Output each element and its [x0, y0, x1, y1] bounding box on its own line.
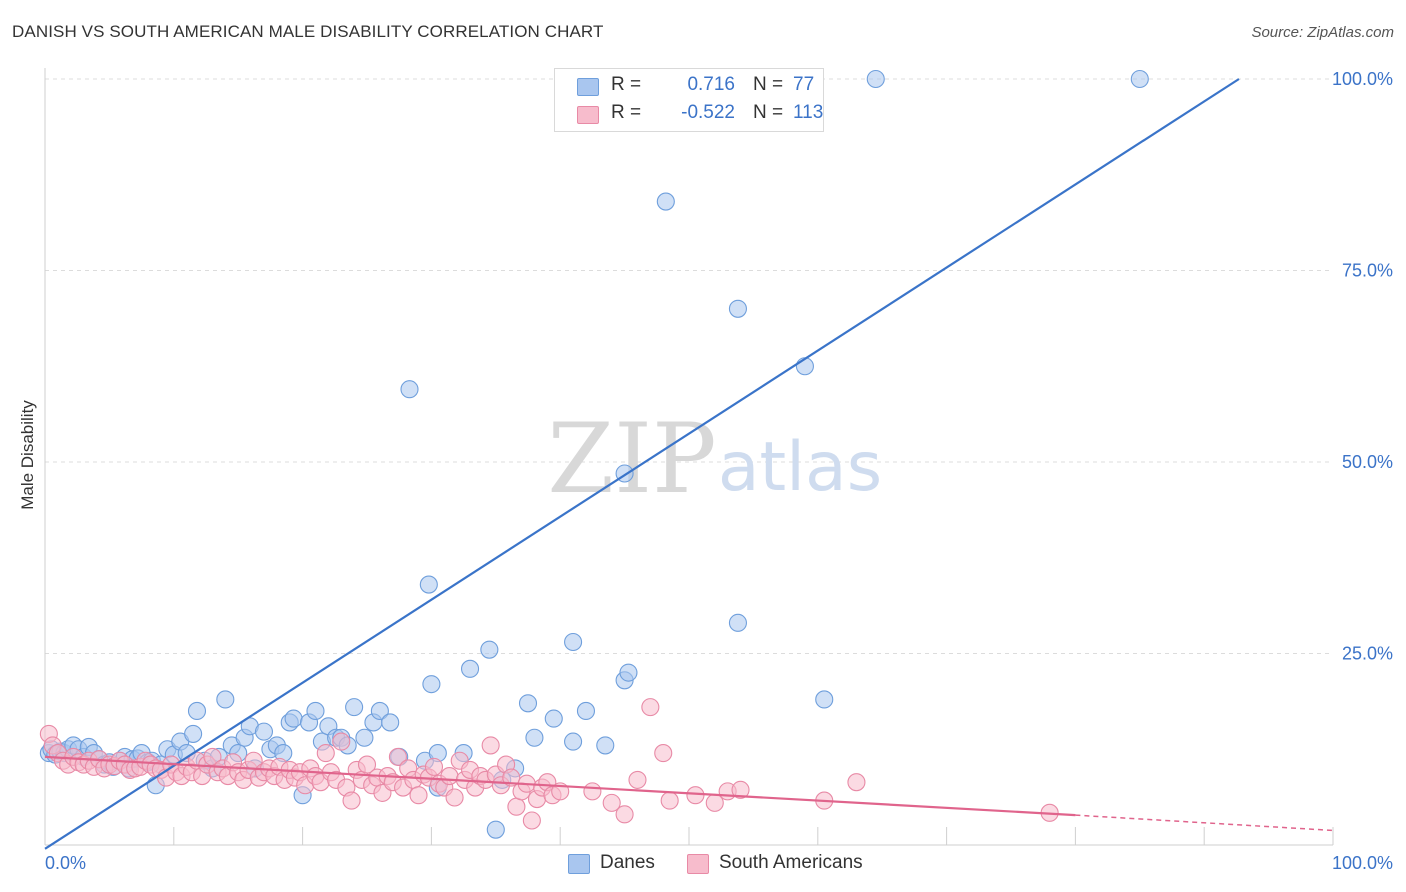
data-point [518, 694, 538, 713]
r-label: R = [611, 102, 642, 123]
data-point [342, 791, 361, 810]
data-point [440, 767, 459, 786]
data-point [184, 724, 203, 743]
data-point [445, 788, 464, 807]
data-point [544, 709, 563, 728]
y-tick-label: 100.0% [1332, 69, 1393, 89]
data-point [400, 380, 419, 399]
data-point [615, 805, 634, 824]
data-point [481, 736, 500, 755]
data-point [254, 722, 274, 741]
data-point [370, 701, 389, 721]
data-point [306, 701, 325, 721]
correlation-legend: R = 0.716 N = 77 R = -0.522 N = 113 [554, 68, 824, 132]
data-point [522, 811, 541, 830]
data-point [284, 709, 303, 728]
watermark-atlas: atlas [718, 428, 882, 507]
axes [44, 68, 1334, 846]
data-point [564, 632, 583, 652]
n-label: N = [753, 102, 784, 123]
data-point [460, 659, 480, 678]
data-point [381, 713, 400, 732]
data-point [388, 747, 407, 766]
data-point [525, 728, 544, 747]
series-south-americans [39, 698, 1059, 830]
data-point [866, 69, 885, 89]
x-tick-label: 100.0% [1332, 853, 1393, 873]
data-point [583, 782, 602, 801]
y-tick-label: 50.0% [1342, 452, 1393, 472]
x-tick-label: 0.0% [45, 853, 86, 873]
data-point [728, 613, 747, 632]
data-point [424, 757, 444, 776]
data-point [216, 690, 235, 709]
r-value: -0.522 [681, 102, 735, 123]
data-point [480, 640, 499, 659]
data-point [316, 744, 335, 763]
south-americans-swatch [687, 854, 709, 874]
data-point [355, 728, 374, 747]
data-point [654, 744, 673, 763]
r-value: 0.716 [687, 74, 735, 95]
data-point [728, 299, 747, 318]
y-tick-label: 25.0% [1342, 644, 1393, 664]
danes-swatch [577, 78, 599, 96]
source-label: Source: ZipAtlas.com [1251, 24, 1394, 41]
n-label: N = [753, 74, 784, 95]
south-americans-trend-line [44, 755, 1076, 817]
data-point [602, 793, 621, 812]
data-point [332, 732, 351, 751]
data-point [641, 698, 660, 717]
danes-swatch [568, 854, 590, 874]
data-point [419, 575, 438, 594]
data-point [1130, 69, 1149, 89]
n-value: 77 [793, 74, 815, 95]
data-point [576, 701, 596, 721]
data-point [422, 675, 441, 694]
data-point [660, 791, 679, 810]
data-point [847, 773, 866, 792]
y-axis-title: Male Disability [18, 400, 37, 510]
data-point [619, 663, 638, 682]
r-label: R = [611, 74, 642, 95]
data-point [731, 780, 750, 799]
data-point [564, 732, 583, 751]
south-americans-swatch [577, 106, 599, 124]
data-point [628, 770, 647, 789]
south-americans-trend-extension [1075, 814, 1334, 832]
data-point [409, 786, 428, 805]
data-point [486, 820, 505, 839]
trend-lines [44, 78, 1334, 850]
watermark-zip: ZIP [547, 403, 716, 515]
tick-labels: 25.0% 50.0% 75.0% 100.0% 0.0% 100.0% [45, 69, 1393, 873]
data-point [507, 797, 526, 816]
data-point [357, 755, 377, 774]
data-point [795, 357, 814, 376]
y-tick-label: 75.0% [1342, 261, 1393, 281]
data-point [596, 736, 615, 755]
data-point [345, 698, 364, 717]
data-point [686, 786, 705, 805]
data-point [187, 701, 207, 721]
data-point [502, 768, 521, 787]
danes-trend-line [44, 78, 1240, 850]
data-point [815, 690, 834, 709]
gridlines [45, 78, 1333, 654]
data-point [656, 192, 675, 211]
chart-title: DANISH VS SOUTH AMERICAN MALE DISABILITY… [12, 22, 604, 41]
legend-label: Danes [600, 852, 655, 873]
watermark: ZIP atlas [547, 403, 882, 515]
legend-label: South Americans [719, 852, 863, 873]
n-value: 113 [793, 102, 824, 123]
